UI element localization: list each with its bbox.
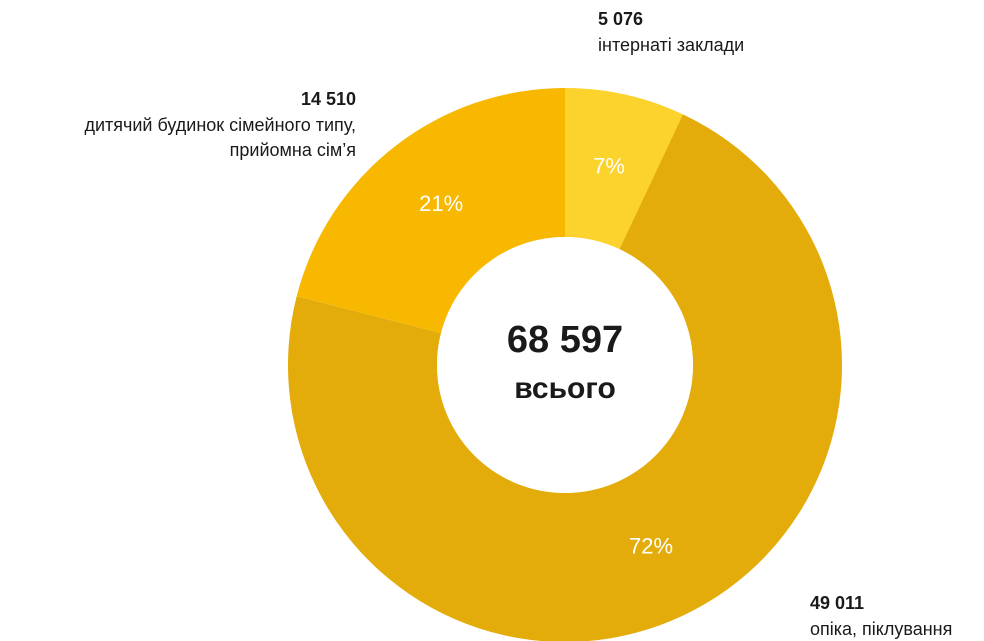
category-label: дитячий будинок сімейного типу,: [84, 115, 356, 135]
total-caption: всього: [514, 372, 616, 405]
donut-slice: [296, 88, 565, 334]
percent-label: 72%: [629, 534, 673, 559]
category-label: опіка, піклування: [810, 619, 952, 639]
count-label: 49 011: [810, 593, 864, 613]
donut-slice: [288, 114, 842, 641]
count-label: 5 076: [598, 9, 643, 29]
count-label: 14 510: [301, 89, 356, 109]
percent-label: 21%: [419, 191, 463, 216]
donut-hole: [437, 237, 693, 493]
category-label: прийомна сім’я: [230, 140, 356, 160]
percent-label: 7%: [593, 154, 625, 179]
category-label: інтернаті заклади: [598, 35, 744, 55]
donut-slice: [565, 88, 683, 250]
total-label: 68 597: [507, 319, 623, 361]
